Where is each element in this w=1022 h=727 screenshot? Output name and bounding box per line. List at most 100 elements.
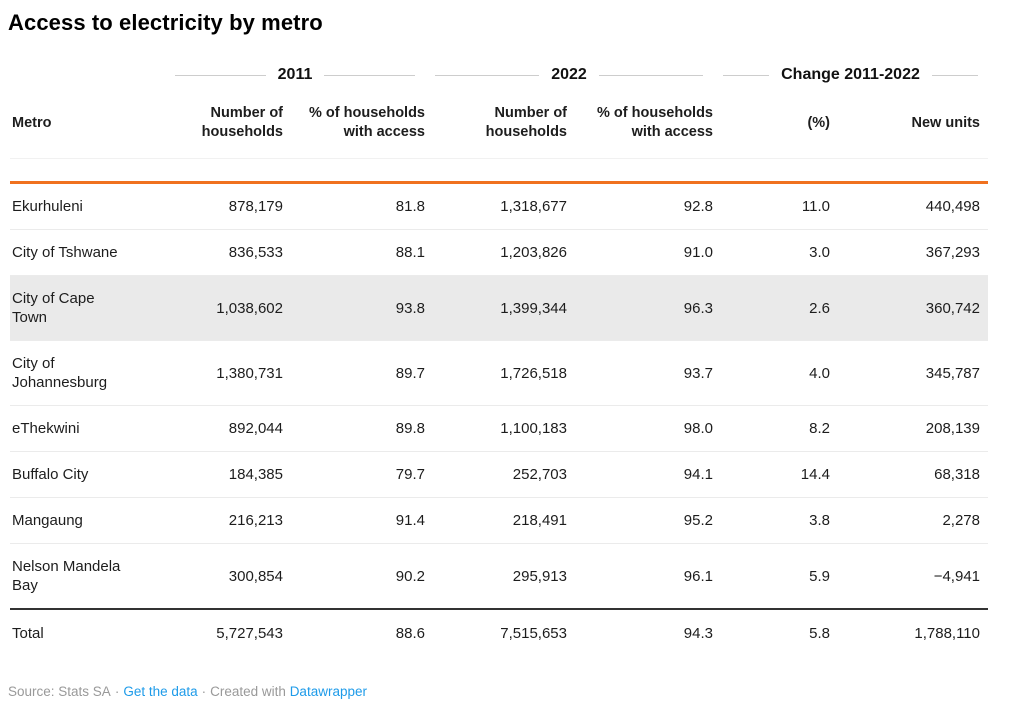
total-new-units: 1,788,110: [830, 608, 988, 659]
households-2022-cell: 1,203,826: [425, 229, 567, 276]
pct-2022-cell: 95.2: [567, 497, 713, 544]
pct-2011-cell: 91.4: [283, 497, 425, 544]
table-chart: Access to electricity by metro 2011: [8, 10, 1022, 701]
pct-2011-cell: 88.1: [283, 229, 425, 276]
group-2011: 2011: [165, 66, 425, 104]
households-2022-cell: 252,703: [425, 451, 567, 498]
new-units-cell: 208,139: [830, 405, 988, 452]
table-row: Buffalo City 184,385 79.7 252,703 94.1 1…: [10, 451, 988, 498]
group-line-right: [598, 74, 703, 76]
new-units-cell: 440,498: [830, 181, 988, 230]
table-row: Mangaung 216,213 91.4 218,491 95.2 3.8 2…: [10, 497, 988, 544]
table-row: Ekurhuleni 878,179 81.8 1,318,677 92.8 1…: [10, 181, 988, 230]
households-2022-cell: 1,399,344: [425, 275, 567, 341]
created-with-text: Created with: [210, 684, 286, 699]
change-pct-cell: 3.8: [713, 497, 830, 544]
households-2022-cell: 1,100,183: [425, 405, 567, 452]
group-2022: 2022: [425, 66, 713, 104]
total-pct-2022: 94.3: [567, 608, 713, 659]
table-row: City of Cape Town 1,038,602 93.8 1,399,3…: [10, 275, 988, 341]
pct-2022-cell: 94.1: [567, 451, 713, 498]
new-units-cell: 2,278: [830, 497, 988, 544]
households-2011-cell: 892,044: [165, 405, 283, 452]
footer-separator: ·: [201, 684, 207, 699]
new-units-cell: 360,742: [830, 275, 988, 341]
households-2011-cell: 878,179: [165, 181, 283, 230]
pct-2022-cell: 93.7: [567, 340, 713, 406]
group-line-left: [723, 74, 770, 76]
source-text: Source: Stats SA: [8, 684, 111, 699]
metro-cell: Nelson Mandela Bay: [10, 543, 165, 610]
column-header-pct-2011: % of households with access: [283, 104, 425, 159]
get-the-data-link[interactable]: Get the data: [123, 684, 198, 699]
group-line-right: [931, 74, 978, 76]
metro-cell: City of Cape Town: [10, 275, 165, 341]
group-change-label: Change 2011-2022: [781, 66, 920, 83]
group-line-left: [435, 74, 540, 76]
total-change-pct: 5.8: [713, 608, 830, 659]
data-table: 2011 2022 Change 2011-2022: [10, 66, 988, 659]
pct-2011-cell: 79.7: [283, 451, 425, 498]
change-pct-cell: 14.4: [713, 451, 830, 498]
metro-cell: eThekwini: [10, 405, 165, 452]
column-header-row: Metro Number of households % of househol…: [10, 104, 988, 159]
households-2011-cell: 1,038,602: [165, 275, 283, 341]
change-pct-cell: 4.0: [713, 340, 830, 406]
metro-cell: City of Tshwane: [10, 229, 165, 276]
group-change: Change 2011-2022: [713, 66, 988, 104]
households-2022-cell: 1,318,677: [425, 181, 567, 230]
pct-2022-cell: 96.3: [567, 275, 713, 341]
table-total: Total 5,727,543 88.6 7,515,653 94.3 5.8 …: [10, 608, 988, 659]
total-pct-2011: 88.6: [283, 608, 425, 659]
column-header-change-pct: (%): [713, 104, 830, 159]
total-label: Total: [10, 608, 165, 659]
pct-2022-cell: 91.0: [567, 229, 713, 276]
pct-2011-cell: 93.8: [283, 275, 425, 341]
header-spacer-row: [10, 159, 988, 183]
total-households-2011: 5,727,543: [165, 608, 283, 659]
column-header-metro: Metro: [10, 104, 165, 159]
pct-2022-cell: 96.1: [567, 543, 713, 610]
footer-separator: ·: [114, 684, 120, 699]
group-2011-label: 2011: [277, 66, 313, 83]
table-body: Ekurhuleni 878,179 81.8 1,318,677 92.8 1…: [10, 181, 988, 610]
pct-2011-cell: 89.7: [283, 340, 425, 406]
column-header-new-units: New units: [830, 104, 988, 159]
households-2011-cell: 216,213: [165, 497, 283, 544]
metro-cell: City of Johannesburg: [10, 340, 165, 406]
total-households-2022: 7,515,653: [425, 608, 567, 659]
pct-2011-cell: 89.8: [283, 405, 425, 452]
table-row: eThekwini 892,044 89.8 1,100,183 98.0 8.…: [10, 405, 988, 452]
change-pct-cell: 3.0: [713, 229, 830, 276]
households-2022-cell: 295,913: [425, 543, 567, 610]
column-header-households-2022: Number of households: [425, 104, 567, 159]
change-pct-cell: 8.2: [713, 405, 830, 452]
pct-2022-cell: 98.0: [567, 405, 713, 452]
group-line-right: [324, 74, 415, 76]
total-row: Total 5,727,543 88.6 7,515,653 94.3 5.8 …: [10, 608, 988, 659]
metro-cell: Buffalo City: [10, 451, 165, 498]
metro-cell: Ekurhuleni: [10, 181, 165, 230]
metro-cell: Mangaung: [10, 497, 165, 544]
pct-2022-cell: 92.8: [567, 181, 713, 230]
households-2011-cell: 836,533: [165, 229, 283, 276]
page-title: Access to electricity by metro: [8, 10, 323, 35]
table-header: 2011 2022 Change 2011-2022: [10, 66, 988, 183]
change-pct-cell: 5.9: [713, 543, 830, 610]
change-pct-cell: 2.6: [713, 275, 830, 341]
column-group-row: 2011 2022 Change 2011-2022: [10, 66, 988, 104]
new-units-cell: 345,787: [830, 340, 988, 406]
households-2022-cell: 218,491: [425, 497, 567, 544]
group-empty: [10, 66, 165, 104]
datawrapper-link[interactable]: Datawrapper: [289, 684, 367, 699]
households-2011-cell: 300,854: [165, 543, 283, 610]
pct-2011-cell: 90.2: [283, 543, 425, 610]
households-2011-cell: 184,385: [165, 451, 283, 498]
new-units-cell: −4,941: [830, 543, 988, 610]
new-units-cell: 68,318: [830, 451, 988, 498]
footer: Source: Stats SA · Get the data · Created wi…: [8, 683, 1022, 701]
column-header-households-2011: Number of households: [165, 104, 283, 159]
group-line-left: [175, 74, 266, 76]
households-2011-cell: 1,380,731: [165, 340, 283, 406]
new-units-cell: 367,293: [830, 229, 988, 276]
